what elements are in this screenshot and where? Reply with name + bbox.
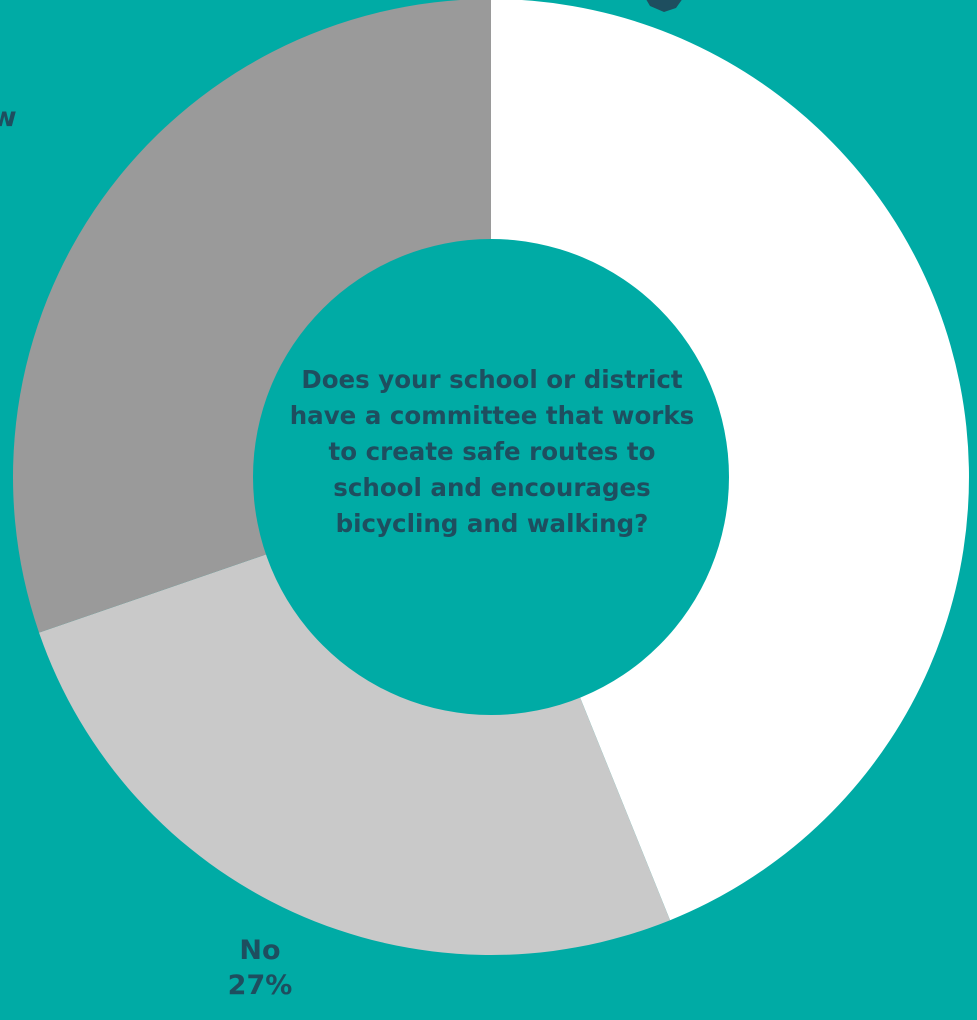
chart-center-question: Does your school or district have a comm… (289, 365, 695, 538)
slice-label-dont-know-text: ow (0, 102, 17, 133)
slice-label-dont-know-partial: ow (0, 100, 50, 135)
slice-label-no-name: No (239, 935, 281, 966)
donut-slice-yes (491, 0, 969, 921)
label-leader-mark (646, 0, 682, 12)
slice-label-no: No 27% (205, 933, 315, 1003)
slice-label-no-value: 27% (227, 970, 293, 1002)
donut-center-hole (253, 239, 729, 715)
